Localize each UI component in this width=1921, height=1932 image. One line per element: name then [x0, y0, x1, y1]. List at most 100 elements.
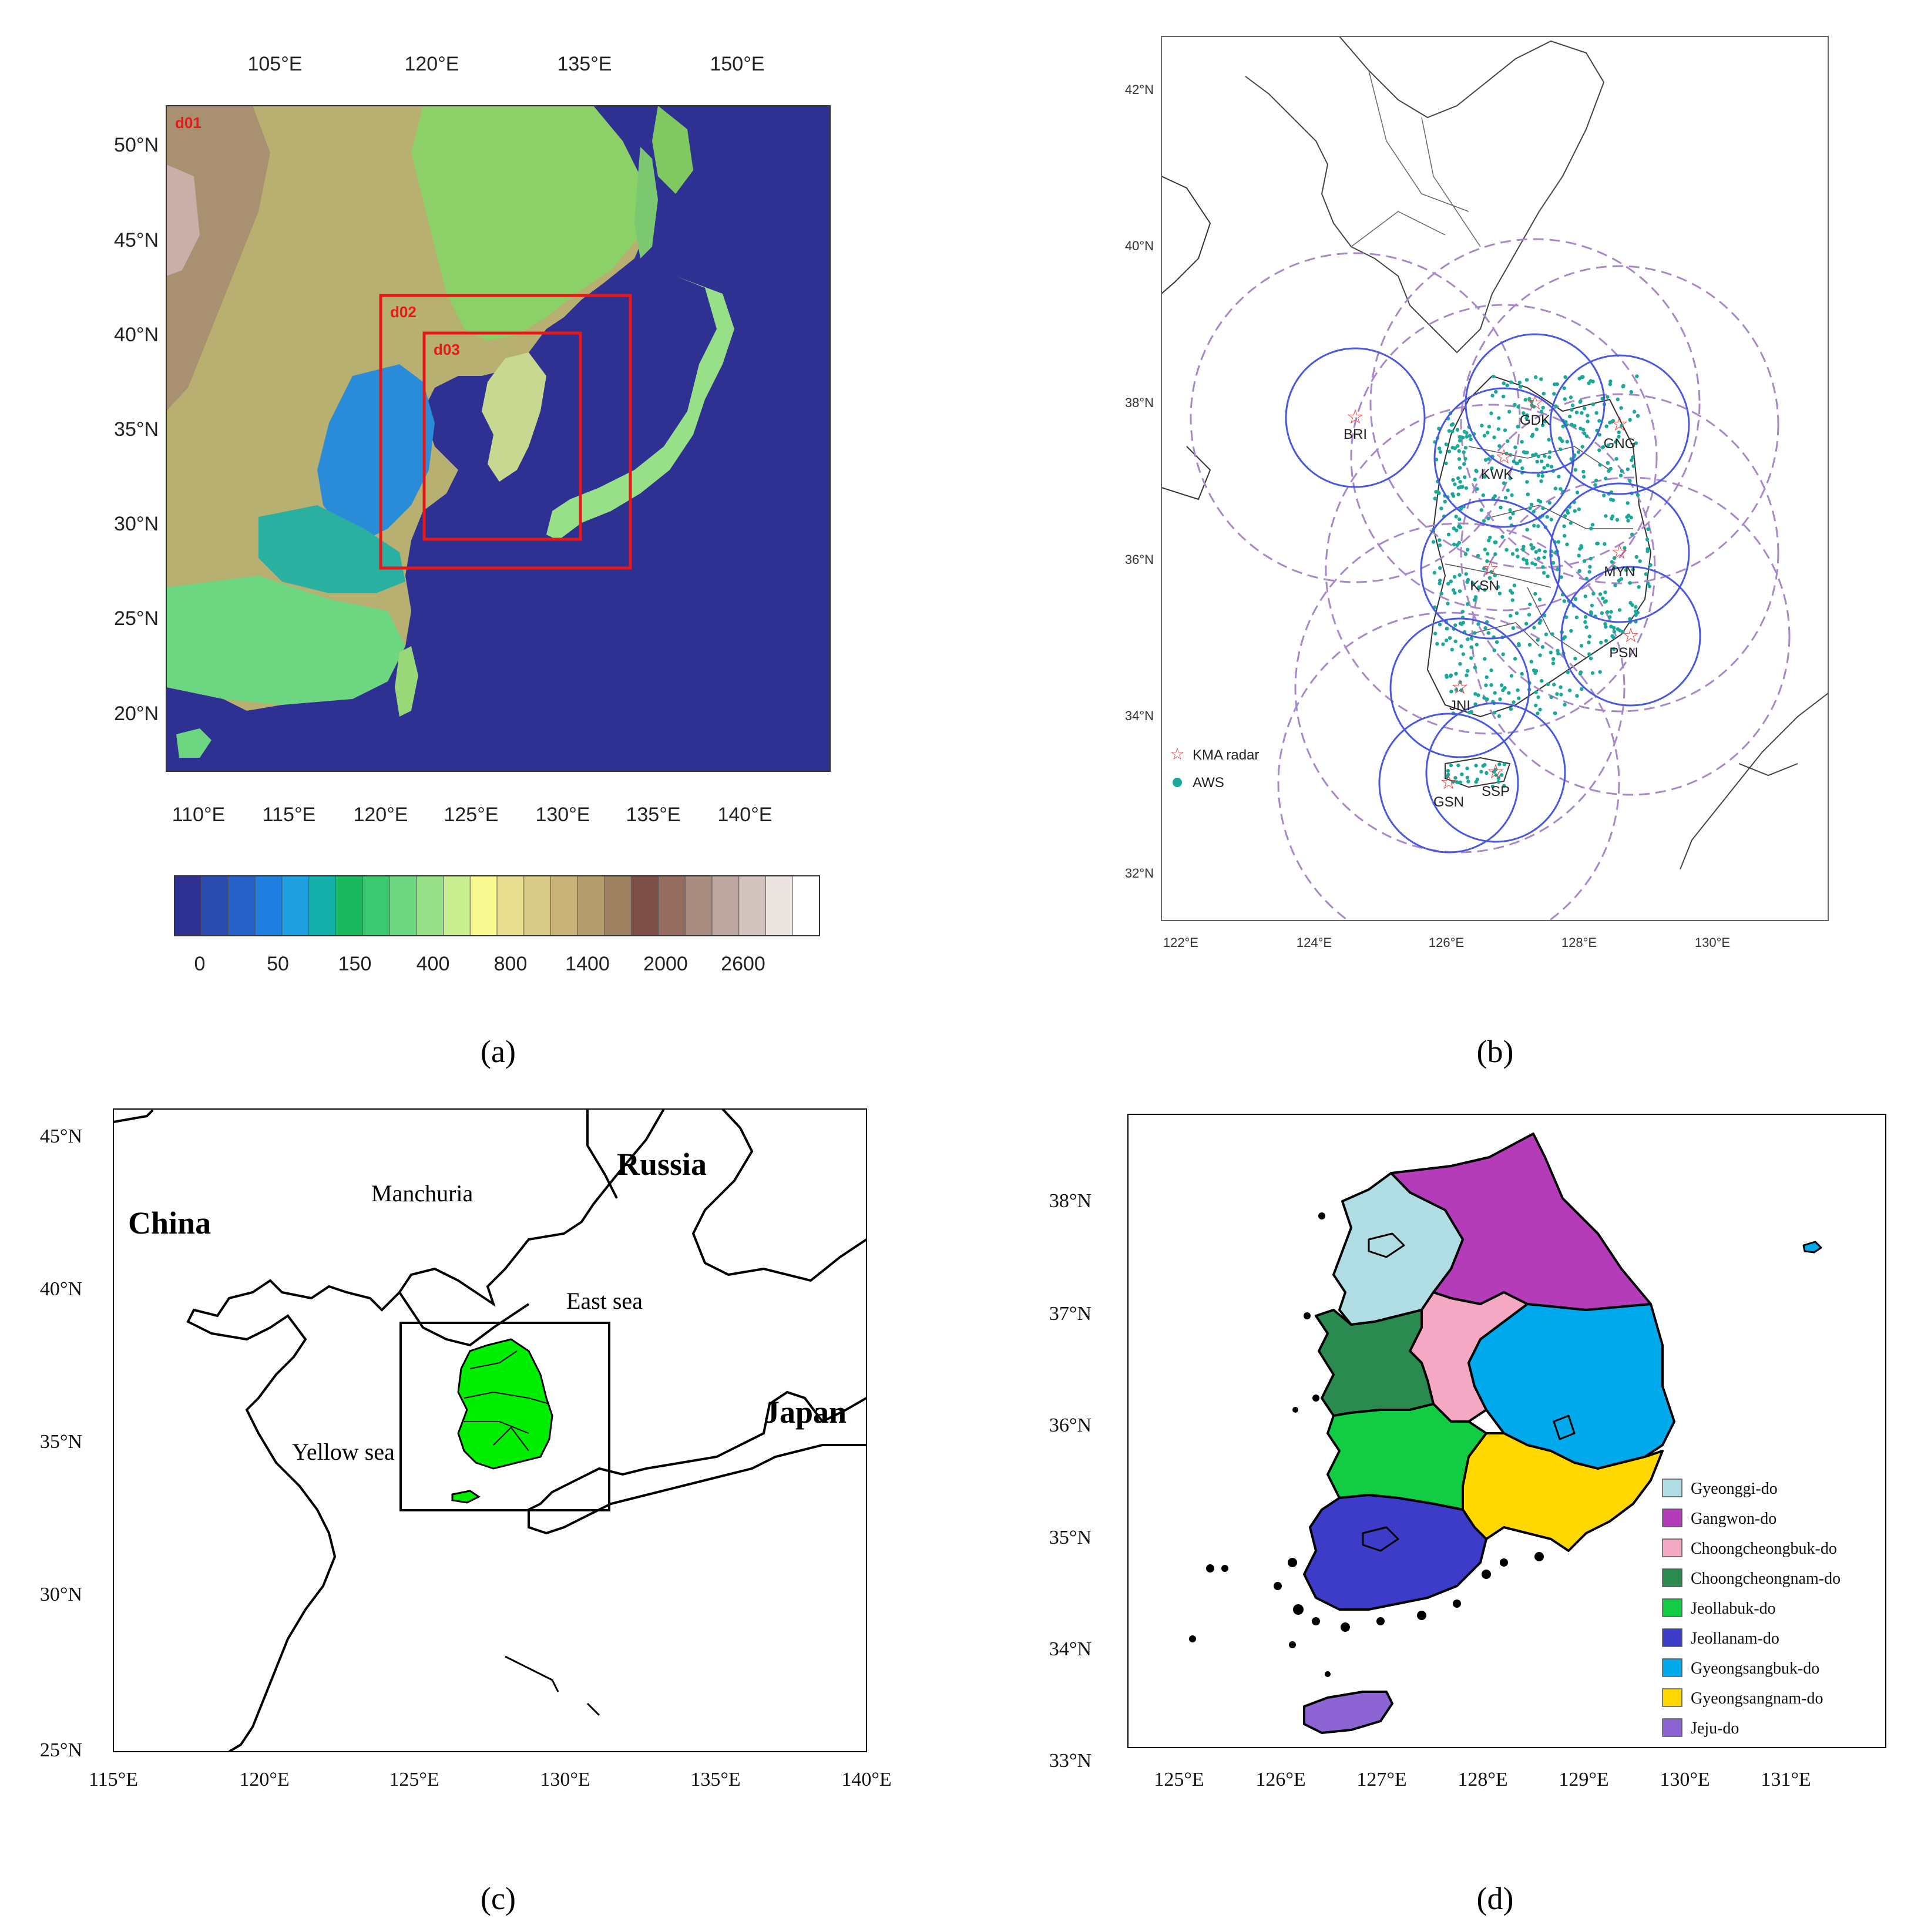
aws-dot [1532, 546, 1536, 550]
colorbar-label: 50 [267, 953, 289, 975]
lat-tick: 45°N [114, 229, 159, 251]
korea-province-lines [464, 1350, 550, 1451]
aws-dot [1522, 545, 1526, 549]
aws-dot [1459, 644, 1463, 649]
aws-dot [1493, 552, 1497, 556]
aws-dot [1499, 505, 1503, 510]
colorbar-swatch [684, 875, 713, 936]
panel-b-legend: ☆ KMA radar AWS [1170, 745, 1259, 791]
aws-dot [1529, 660, 1533, 664]
aws-dot [1525, 527, 1529, 532]
elevation-colorbar [174, 875, 820, 936]
radar-ranges: ☆BRI☆GDK ☆GNG☆KWK☆KSN☆MYN☆PSN☆JNI☆GSN☆SSP [1285, 333, 1701, 854]
aws-dot [1465, 775, 1470, 780]
aws-dot [1551, 560, 1556, 565]
lat-tick: 35°N [114, 418, 159, 441]
aws-dot [1542, 571, 1546, 575]
bottom-lon-tick: 115°E [263, 804, 315, 826]
legend-label: Jeollabuk-do [1691, 1600, 1776, 1618]
aws-dot [1489, 668, 1493, 673]
aws-dot [1450, 429, 1455, 434]
aws-dot [1559, 487, 1563, 491]
aws-dot [1485, 771, 1489, 775]
aws-dot [1584, 625, 1588, 629]
aws-dot [1598, 592, 1603, 596]
aws-dot [1538, 707, 1542, 712]
aws-dot [1485, 559, 1489, 563]
aws-dot [1578, 671, 1583, 676]
aws-dot [1513, 445, 1517, 449]
aws-dot [1500, 773, 1504, 777]
panel-d-frame [1127, 1114, 1886, 1748]
aws-dot [1509, 674, 1514, 678]
terrain-south-china [166, 576, 405, 705]
aws-dot [1435, 641, 1439, 646]
aws-dot [1489, 683, 1493, 687]
aws-dot [1457, 540, 1461, 545]
aws-dot [1438, 566, 1442, 570]
aws-dot [1591, 592, 1596, 596]
aws-dot [1562, 386, 1566, 390]
lat-tick: 34°N [1125, 708, 1154, 723]
aws-dot [1493, 494, 1497, 498]
legend-swatch [1662, 1688, 1682, 1707]
aws-dot [1608, 466, 1613, 471]
panel-c: China Russia Japan Manchuria East sea Ye… [40, 1108, 892, 1916]
radar-station-label: BRI [1344, 426, 1367, 442]
aws-dot [1453, 623, 1457, 627]
colorbar-label: 2600 [721, 953, 765, 975]
aws-dot [1476, 553, 1480, 558]
aws-dot [1509, 614, 1513, 618]
radar-station-icon: ☆ [1611, 541, 1628, 563]
colorbar-swatch [362, 875, 390, 936]
aws-dot [1464, 572, 1468, 576]
aws-dot [1446, 768, 1450, 773]
aws-dot [1563, 397, 1567, 401]
aws-dot [1553, 711, 1557, 715]
aws-dot [1644, 572, 1648, 576]
radar-station-icon: ☆ [1451, 676, 1469, 698]
aws-dot [1604, 624, 1608, 629]
aws-dot [1493, 767, 1498, 772]
aws-dot [1517, 642, 1521, 646]
aws-dot [1536, 454, 1541, 459]
caption-b: (b) [1477, 1034, 1514, 1069]
aws-dot [1465, 673, 1469, 677]
aws-dot [1457, 435, 1462, 439]
aws-dot [1559, 693, 1563, 697]
colorbar-swatch [416, 875, 444, 936]
domain-d03-box [422, 331, 582, 541]
coastline-north-korea [1245, 36, 1605, 354]
aws-dot [1627, 513, 1631, 518]
aws-dot [1583, 431, 1587, 435]
bottom-lon-tick: 120°E [353, 804, 408, 826]
aws-dot [1494, 773, 1498, 777]
aws-dot [1485, 697, 1489, 701]
aws-dot [1563, 703, 1567, 707]
aws-dot [1473, 631, 1477, 635]
terrain-north-china-plain [317, 364, 435, 540]
legend-label: Gangwon-do [1691, 1510, 1776, 1528]
aws-dot [1573, 656, 1577, 661]
aws-dot [1493, 540, 1497, 545]
aws-dot [1467, 434, 1472, 438]
domain-d02-label: d02 [390, 303, 417, 321]
label-east-sea: East sea [566, 1288, 643, 1314]
aws-dot [1503, 496, 1508, 500]
lon-tick: 128°E [1457, 1769, 1507, 1790]
aws-dot [1510, 493, 1514, 498]
aws-dot [1473, 478, 1477, 482]
aws-dot [1482, 695, 1486, 700]
aws-dot [1610, 560, 1614, 564]
aws-dot [1537, 548, 1541, 552]
aws-dot [1466, 547, 1470, 552]
aws-dot [1487, 457, 1491, 461]
aws-dot [1584, 576, 1589, 581]
aws-dot [1634, 555, 1638, 559]
aws-dot [1584, 434, 1589, 438]
aws-dot [1449, 674, 1453, 678]
aws-dot [1534, 668, 1539, 673]
legend-swatch [1662, 1538, 1682, 1557]
aws-dot [1620, 469, 1624, 473]
aws-dot [1475, 643, 1479, 647]
